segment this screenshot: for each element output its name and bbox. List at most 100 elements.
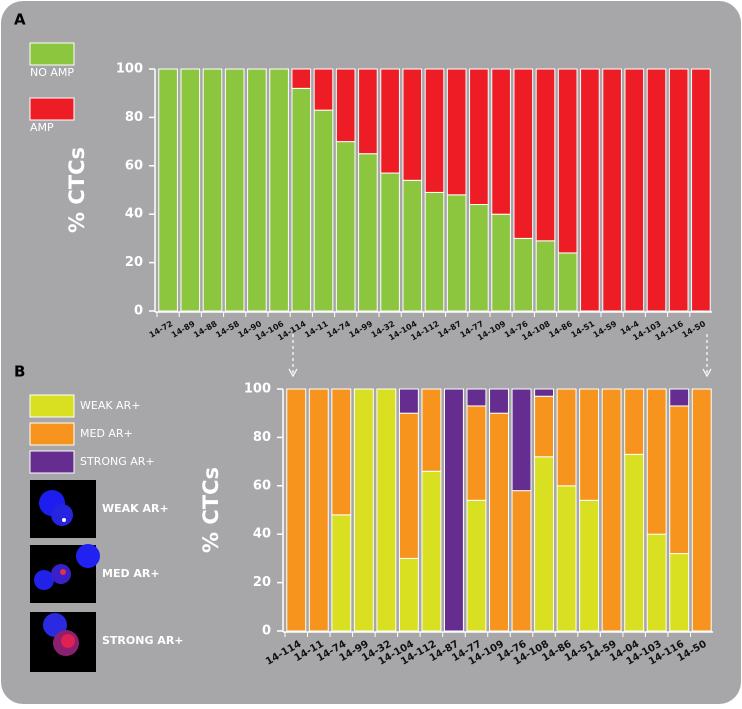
bar-segment [443,388,464,632]
arrow-head [702,368,712,378]
legend-swatch [29,450,75,474]
bar-segment [402,68,423,181]
bar-segment [513,68,534,239]
bar-segment [534,456,555,632]
bar-segment [335,68,356,143]
legend-label: NO AMP [30,66,74,79]
bar-segment [534,388,555,397]
arrow-head [288,368,298,378]
bar-segment [335,141,356,312]
micrograph-label: WEAK AR+ [102,502,169,515]
bar-segment [398,412,419,559]
bar-segment [291,87,312,312]
legend-swatch [29,97,75,121]
legend-swatch [29,42,75,66]
bar-segment [535,240,556,312]
bar-segment [601,388,622,632]
bar-segment [291,68,312,89]
y-tick-label: 80 [253,430,271,445]
bar-segment [380,68,400,174]
bar-segment [380,172,400,312]
cell-spot [61,634,75,648]
arrow-heads [288,368,712,378]
bar-segment [421,470,442,632]
bar-segment [446,68,467,196]
bar-segment [376,388,397,632]
bar-segment [286,388,307,632]
legend-label: STRONG AR+ [80,455,155,468]
y-tick-label: 40 [125,207,143,222]
bar-segment [247,68,267,312]
bar-segment [624,388,645,455]
bar-segment [556,485,577,632]
bar-segment [624,68,645,312]
bar-segment [358,68,378,155]
bar-segment [469,204,489,312]
bar-segment [491,213,511,312]
legend-swatch [29,422,75,446]
bar-segment [579,388,600,501]
bar-segment [424,68,445,193]
bar-segment [158,68,178,312]
y-tick-label: 40 [253,527,271,542]
bar-segment [469,68,489,206]
bar-segment [424,191,445,312]
bar-segment [313,68,334,111]
y-tick-label: 0 [262,624,271,639]
bar-segment [646,68,667,312]
bar-segment [602,68,622,312]
y-tick-label: 60 [125,158,143,173]
bar-segment [579,499,600,632]
bar-segment [402,179,423,312]
legend-label: WEAK AR+ [80,399,140,412]
bar-segment [646,388,667,535]
bar-segment [646,533,667,632]
bar-segment [398,388,419,414]
y-tick-label: 80 [125,110,143,125]
cell-spot [60,569,66,575]
bar-segment [669,405,690,555]
bar-segment [669,553,690,632]
bar-segment [466,405,487,501]
y-axis-label: % CTCs [65,147,89,233]
y-tick-label: 100 [244,382,271,397]
cell [51,504,73,526]
bar-segment [202,68,223,312]
bar-segment [535,68,556,242]
connector-arrows [292,334,708,374]
legend-swatch [29,394,75,418]
bar-segment [557,68,578,254]
bar-segment [669,388,690,407]
bar-segment [556,388,577,487]
bar-segment [466,499,487,632]
legend-label: AMP [30,121,54,134]
bar-segment [668,68,689,312]
bar-segment [624,453,645,632]
y-axis-label: % CTCs [199,467,223,553]
bar-segment [308,388,329,632]
bar-segment [353,388,374,632]
bar-segment [331,388,352,516]
bar-segment [557,252,578,312]
bar-segment [513,237,534,312]
cell [76,544,100,568]
bar-segment [398,557,419,632]
bar-segment [489,412,509,632]
bar-segment [331,514,352,632]
micrograph-label: MED AR+ [102,567,160,580]
bar-segment [313,109,334,312]
bar-segment [446,194,467,312]
y-tick-label: 60 [253,478,271,493]
y-tick-label: 20 [253,575,271,590]
bar-segment [534,395,555,458]
bar-segment [466,388,487,407]
cell [34,570,54,590]
bar-segment [511,388,532,492]
bar-segment [421,388,442,472]
panel-label: B [14,363,25,381]
bar-segment [691,68,711,312]
panel-label: A [14,11,26,29]
y-tick-label: 0 [134,304,143,319]
bar-segment [491,68,511,215]
